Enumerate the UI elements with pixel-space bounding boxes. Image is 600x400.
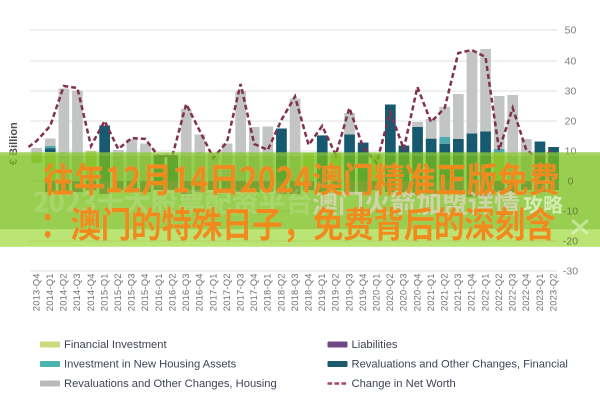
svg-text:2020-Q1: 2020-Q1 [372,273,382,311]
svg-text:2017-Q2: 2017-Q2 [222,273,232,311]
svg-text:2013-Q4: 2013-Q4 [31,273,41,311]
svg-text:2019-Q3: 2019-Q3 [344,273,354,311]
svg-text:Liabilities: Liabilities [352,339,398,351]
svg-text:2019-Q2: 2019-Q2 [331,273,341,311]
svg-text:2019-Q1: 2019-Q1 [317,273,327,311]
svg-text:10: 10 [565,146,577,158]
svg-text:2023-Q2: 2023-Q2 [548,273,558,311]
svg-text:2018-Q2: 2018-Q2 [276,273,286,311]
svg-text:2015-Q2: 2015-Q2 [113,273,123,311]
svg-text:30: 30 [565,86,577,98]
svg-text:2014-Q2: 2014-Q2 [59,273,69,311]
svg-text:2021-Q1: 2021-Q1 [426,273,436,311]
svg-text:2016-Q1: 2016-Q1 [154,273,164,311]
svg-text:2022-Q1: 2022-Q1 [480,273,490,311]
svg-text:20: 20 [565,116,577,128]
svg-text:-10: -10 [563,206,578,218]
svg-text:2017-Q4: 2017-Q4 [249,273,259,311]
svg-text:2015-Q1: 2015-Q1 [99,273,109,311]
svg-text:2016-Q3: 2016-Q3 [181,273,191,311]
svg-text:2017-Q1: 2017-Q1 [208,273,218,311]
svg-text:-30: -30 [563,266,578,278]
svg-text:2021-Q3: 2021-Q3 [453,273,463,311]
svg-text:2016-Q4: 2016-Q4 [195,273,205,311]
svg-text:50: 50 [565,25,577,37]
svg-text:2019-Q4: 2019-Q4 [358,273,368,311]
svg-text:2020-Q2: 2020-Q2 [385,273,395,311]
svg-text:2014-Q3: 2014-Q3 [72,273,82,311]
svg-text:2022-Q4: 2022-Q4 [521,273,531,311]
svg-text:2018-Q1: 2018-Q1 [263,273,273,311]
svg-text:2016-Q2: 2016-Q2 [167,273,177,311]
svg-text:2020-Q4: 2020-Q4 [412,273,422,311]
svg-text:2022-Q2: 2022-Q2 [494,273,504,311]
svg-text:2017-Q3: 2017-Q3 [236,273,246,311]
svg-text:Revaluations and Other Changes: Revaluations and Other Changes, Financia… [352,359,568,371]
svg-text:Revaluations and Other Changes: Revaluations and Other Changes, Housing [64,378,277,390]
svg-text:0: 0 [568,176,574,188]
svg-text:2020-Q3: 2020-Q3 [399,273,409,311]
svg-text:2021-Q2: 2021-Q2 [440,273,450,311]
svg-text:Change in Net Worth: Change in Net Worth [352,378,456,390]
svg-text:2021-Q4: 2021-Q4 [467,273,477,311]
svg-text:2015-Q4: 2015-Q4 [140,273,150,311]
svg-text:-20: -20 [563,236,578,248]
svg-text:2023-Q1: 2023-Q1 [535,273,545,311]
svg-text:2022-Q3: 2022-Q3 [508,273,518,311]
svg-text:Investment in New Housing Asse: Investment in New Housing Assets [64,359,237,371]
svg-text:40: 40 [565,56,577,68]
svg-text:2014-Q4: 2014-Q4 [86,273,96,311]
svg-text:2014-Q1: 2014-Q1 [45,273,55,311]
svg-text:2018-Q3: 2018-Q3 [290,273,300,311]
svg-text:2015-Q3: 2015-Q3 [127,273,137,311]
svg-text:Financial Investment: Financial Investment [64,339,167,351]
svg-text:2018-Q4: 2018-Q4 [304,273,314,311]
